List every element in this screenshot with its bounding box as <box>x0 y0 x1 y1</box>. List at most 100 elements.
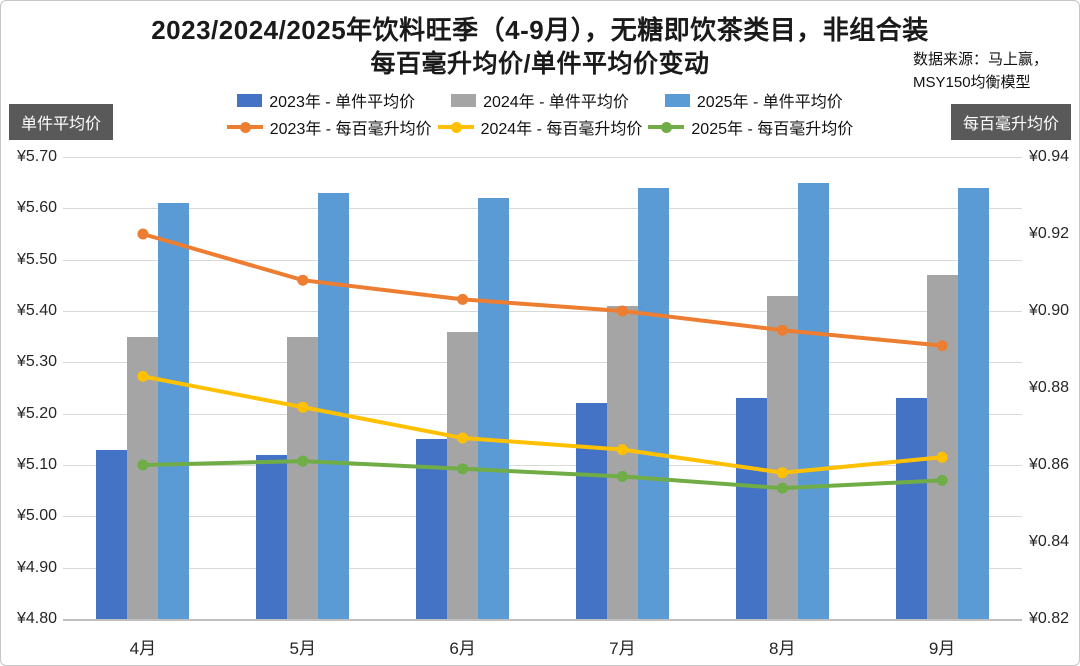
legend-label: 2024年 - 单件平均价 <box>483 94 629 111</box>
bar-group <box>63 157 223 619</box>
bar-group <box>702 157 862 619</box>
bar <box>318 192 350 619</box>
right-axis-tick-label: ¥0.90 <box>1029 302 1070 319</box>
x-axis-line <box>63 619 1022 621</box>
x-axis-tick-label: 9月 <box>928 639 956 658</box>
gridline <box>63 516 1022 518</box>
left-axis-tick-label: ¥5.00 <box>16 507 57 525</box>
bar <box>127 336 159 619</box>
legend-line-marker-icon <box>648 121 685 133</box>
bar <box>575 403 607 619</box>
right-axis-tick-label: ¥0.94 <box>1029 148 1070 165</box>
legend-item: 2023年 - 单件平均价 <box>237 88 415 112</box>
data-point-marker <box>616 471 628 482</box>
left-axis-tick-label: ¥5.70 <box>16 148 57 165</box>
left-axis-tick-label: ¥5.20 <box>16 404 57 422</box>
chart-title: 2023/2024/2025年饮料旺季（4-9月），无糖即饮茶类目，非组合装 每… <box>1 13 1079 81</box>
left-axis-tick-label: ¥5.40 <box>16 302 57 319</box>
left-axis-tick-label: ¥5.60 <box>16 199 57 217</box>
bar <box>96 449 128 619</box>
legend-item: 2025年 - 每百毫升均价 <box>648 115 853 139</box>
legend-item: 2024年 - 每百毫升均价 <box>437 115 643 139</box>
right-axis-title-badge: 每百毫升均价 <box>950 104 1071 140</box>
left-axis-tick-label: ¥5.10 <box>16 456 57 473</box>
chart-title-line1: 2023/2024/2025年饮料旺季（4-9月），无糖即饮茶类目，非组合装 <box>151 15 929 45</box>
chart-legend: 2023年 - 单件平均价 2024年 - 单件平均价 2025年 - 单件平均价 … <box>121 88 959 139</box>
gridline <box>63 259 1022 261</box>
legend-label: 2025年 - 每百毫升均价 <box>691 121 854 138</box>
bar <box>606 305 638 619</box>
data-point-marker <box>936 451 948 463</box>
legend-item: 2025年 - 单件平均价 <box>664 88 843 112</box>
bar <box>797 182 829 619</box>
x-axis-tick-label: 5月 <box>289 639 316 658</box>
bar <box>926 275 958 619</box>
right-axis-tick-label: ¥0.86 <box>1029 456 1070 473</box>
gridline <box>63 311 1022 312</box>
x-axis-tick-label: 4月 <box>129 639 157 658</box>
left-axis-title-badge: 单件平均价 <box>9 104 114 140</box>
data-point-marker <box>137 228 149 240</box>
x-axis-tick-label: 6月 <box>449 639 476 658</box>
gridline <box>63 362 1022 364</box>
legend-label: 2024年 - 每百毫升均价 <box>480 121 643 138</box>
data-point-marker <box>297 401 309 413</box>
bar <box>957 187 989 619</box>
legend-line-dot-icon <box>450 121 462 133</box>
x-axis-tick-label: 8月 <box>769 639 796 658</box>
legend-line-marker-icon <box>437 121 474 133</box>
legend-bar-swatch-icon <box>237 93 263 107</box>
gridline <box>63 208 1022 210</box>
gridline <box>63 465 1022 466</box>
bar-group <box>862 157 1022 619</box>
data-point-marker <box>137 459 149 471</box>
data-point-marker <box>137 370 149 382</box>
bar-group <box>543 157 703 619</box>
bar <box>637 187 669 619</box>
data-point-marker <box>936 474 948 486</box>
right-axis-tick-label: ¥0.84 <box>1029 533 1070 550</box>
data-point-marker <box>297 274 309 286</box>
bar <box>158 203 190 619</box>
data-source-line2: MSY150均衡模型 <box>913 74 1031 91</box>
legend-row-lines: 2023年 - 每百毫升均价 2024年 - 每百毫升均价 2025年 - 每百毫升… <box>226 115 853 139</box>
data-point-marker <box>457 293 469 305</box>
trend-line <box>140 232 945 348</box>
line-series-layer <box>137 228 948 494</box>
right-axis-tick-label: ¥0.82 <box>1029 610 1070 627</box>
data-point-marker <box>616 305 628 317</box>
left-axis-tick-label: ¥5.30 <box>16 353 57 371</box>
x-axis-tick-label: 7月 <box>609 639 636 658</box>
data-source-note: 数据来源：马上赢， MSY150均衡模型 <box>913 48 1075 94</box>
legend-bar-swatch-icon <box>451 93 477 107</box>
bar <box>447 331 479 619</box>
bar-group <box>223 157 383 619</box>
bar <box>287 336 319 619</box>
legend-label: 2023年 - 单件平均价 <box>269 94 416 111</box>
data-point-marker <box>776 324 788 336</box>
bar <box>895 398 927 619</box>
gridline <box>63 567 1022 569</box>
bar <box>256 454 288 619</box>
data-point-marker <box>297 455 309 467</box>
chart-plot-area <box>63 157 1022 621</box>
left-axis-tick-label: ¥4.90 <box>16 558 57 576</box>
data-source-line1: 数据来源：马上赢， <box>913 51 1049 68</box>
gridline <box>63 157 1022 158</box>
right-axis-tick-label: ¥0.88 <box>1029 379 1070 396</box>
bar <box>766 295 798 619</box>
data-point-marker <box>936 340 948 352</box>
legend-line-dot-icon <box>239 121 251 133</box>
data-point-marker <box>616 444 628 456</box>
bar <box>478 198 510 619</box>
legend-line-dot-icon <box>661 121 673 133</box>
legend-row-bars: 2023年 - 单件平均价 2024年 - 单件平均价 2025年 - 单件平均价 <box>237 88 843 112</box>
bar <box>735 398 767 619</box>
legend-line-marker-icon <box>226 121 263 133</box>
data-point-marker <box>776 467 788 479</box>
data-point-marker <box>457 463 469 475</box>
right-axis-tick-label: ¥0.92 <box>1029 225 1070 242</box>
legend-bar-swatch-icon <box>664 93 690 107</box>
left-axis-tick-label: ¥5.50 <box>16 250 57 268</box>
